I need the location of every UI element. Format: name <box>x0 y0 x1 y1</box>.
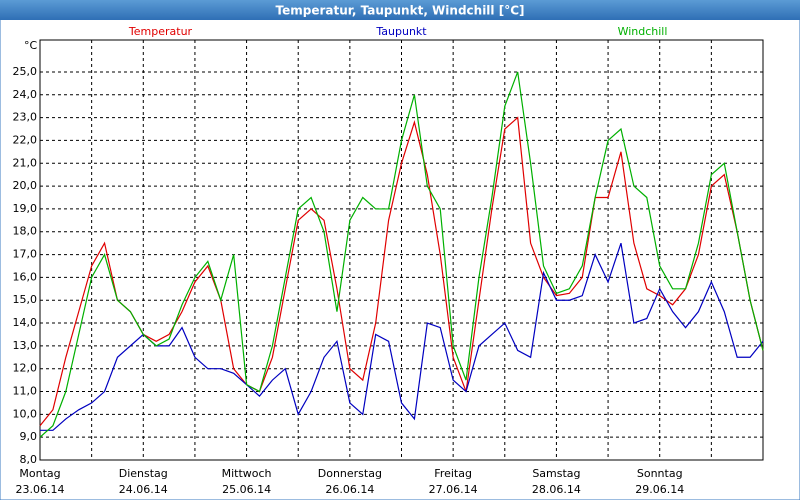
y-axis-label: °C <box>24 39 38 52</box>
legend-entry: Temperatur <box>128 25 193 38</box>
x-tick-date: 28.06.14 <box>532 483 581 496</box>
x-tick-label: Sonntag <box>637 467 683 480</box>
x-tick-label: Mittwoch <box>222 467 272 480</box>
y-tick-label: 23,0 <box>13 111 38 124</box>
x-tick-date: 23.06.14 <box>16 483 65 496</box>
y-tick-label: 22,0 <box>13 133 38 146</box>
x-tick-date: 25.06.14 <box>222 483 271 496</box>
y-tick-label: 15,0 <box>13 293 38 306</box>
y-tick-label: 9,0 <box>20 430 38 443</box>
y-tick-label: 14,0 <box>13 316 38 329</box>
x-tick-label: Freitag <box>434 467 472 480</box>
x-tick-date: 27.06.14 <box>429 483 478 496</box>
x-tick-label: Dienstag <box>119 467 168 480</box>
y-tick-label: 24,0 <box>13 88 38 101</box>
x-tick-date: 29.06.14 <box>635 483 684 496</box>
y-tick-label: 21,0 <box>13 156 38 169</box>
y-tick-label: 17,0 <box>13 248 38 261</box>
y-tick-label: 19,0 <box>13 202 38 215</box>
y-tick-label: 12,0 <box>13 362 38 375</box>
series-line <box>40 242 764 431</box>
window-title: Temperatur, Taupunkt, Windchill [°C] <box>276 4 525 18</box>
y-tick-label: 10,0 <box>13 407 38 420</box>
x-tick-date: 24.06.14 <box>119 483 168 496</box>
legend-entry: Windchill <box>618 25 668 38</box>
y-tick-label: 20,0 <box>13 179 38 192</box>
legend-entry: Taupunkt <box>375 25 427 38</box>
y-tick-label: 13,0 <box>13 339 38 352</box>
y-tick-label: 11,0 <box>13 385 38 398</box>
x-tick-label: Donnerstag <box>318 467 382 480</box>
x-tick-label: Samstag <box>532 467 580 480</box>
x-tick-label: Montag <box>19 467 60 480</box>
title-bar <box>0 0 800 20</box>
x-tick-date: 26.06.14 <box>325 483 374 496</box>
y-tick-label: 18,0 <box>13 225 38 238</box>
series-line <box>39 71 764 438</box>
series-line <box>39 116 764 427</box>
y-tick-label: 25,0 <box>13 65 38 78</box>
y-tick-label: 8,0 <box>20 453 38 466</box>
y-tick-label: 16,0 <box>13 270 38 283</box>
